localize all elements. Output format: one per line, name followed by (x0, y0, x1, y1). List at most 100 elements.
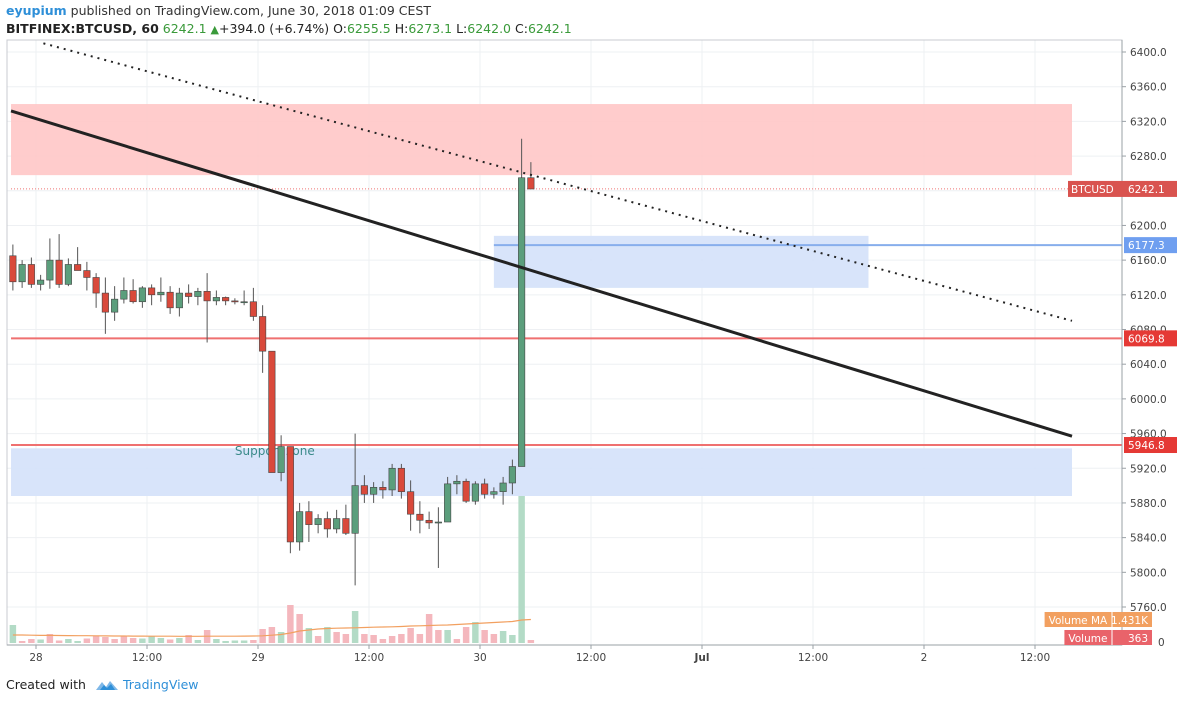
volume-bar (120, 636, 128, 643)
low-label: L: (456, 21, 468, 36)
tradingview-brand-link[interactable]: TradingView (122, 677, 199, 692)
candles (9, 138, 535, 586)
price-tags: 6242.1 BTCUSD 6177.3 6069.8 5946.8 Volume MA 1… (1044, 180, 1177, 645)
volume-bar (240, 640, 248, 643)
footer: Created with TradingView (6, 677, 199, 692)
candle-body (249, 301, 257, 317)
trendlines (10, 42, 1073, 438)
volume-bar (398, 634, 405, 643)
volume-bar (139, 638, 146, 643)
candle-body (314, 518, 322, 525)
volume-bar (231, 640, 239, 643)
candle-body (120, 290, 128, 300)
last-price-value: 6242.1 (162, 21, 207, 36)
tag-6177: 6177.3 (1128, 240, 1165, 252)
candle-body (407, 491, 415, 515)
volume-bar (176, 638, 183, 643)
tag-symbol: BTCUSD (1071, 184, 1114, 196)
x-tick-label: 2 (921, 652, 928, 664)
tag-volume-ma-label: Volume MA (1049, 615, 1108, 627)
support-zone (11, 448, 1072, 496)
y-tick-label: 6160.0 (1130, 255, 1167, 267)
volume-bar (333, 632, 340, 643)
tradingview-logo-icon[interactable] (95, 678, 119, 692)
candle-body (74, 264, 82, 271)
candle-body (259, 316, 267, 352)
candle-body (490, 491, 498, 495)
candle-body (286, 446, 294, 543)
time-axis[interactable]: 28 12:00 29 12:00 30 12:00 Jul 12:00 2 12:00 (29, 645, 1050, 664)
candle-body (194, 291, 202, 297)
candle-body (111, 298, 119, 313)
tag-volume-ma-bg (1044, 612, 1152, 627)
tag-volume-ma-value: 1.431K (1111, 615, 1149, 627)
candle-body (444, 483, 452, 523)
y-tick-label: 6400.0 (1130, 47, 1167, 59)
volume-bar (388, 636, 396, 643)
volume-bar (296, 614, 303, 643)
volume-bar (129, 638, 137, 643)
candle-body (351, 485, 359, 534)
candle-body (333, 518, 341, 530)
y-tick-label: 5920.0 (1130, 463, 1167, 475)
volume-bar (425, 614, 433, 643)
price-chart[interactable]: Support zone 6400.06360.06320.06280.0624… (0, 0, 1177, 670)
candle-body (55, 259, 63, 285)
x-tick-label: 30 (473, 652, 486, 664)
close-value: 6242.1 (527, 21, 572, 36)
candle-body (434, 521, 442, 524)
candle-body (46, 259, 54, 281)
volume-bar (444, 630, 451, 643)
x-tick-label: 12:00 (132, 652, 162, 664)
candle-body (481, 483, 489, 495)
candle-body (166, 291, 174, 309)
candle-body (18, 264, 26, 283)
candle-body (37, 279, 45, 285)
volume-ma-line (12, 618, 531, 637)
volume-bar (185, 635, 192, 643)
candle-body (240, 301, 248, 304)
candle-body (370, 487, 378, 495)
volume-bar (324, 627, 331, 643)
candle-body (9, 255, 17, 283)
volume-bar (462, 627, 470, 643)
close-label: C: (515, 21, 528, 36)
publish-info: eyupium published on TradingView.com, Ju… (6, 3, 431, 18)
y-tick-label: 6280.0 (1130, 151, 1167, 163)
candle-body (277, 446, 285, 473)
volume-bar (453, 639, 461, 643)
tag-volume-label: Volume (1068, 633, 1107, 645)
y-tick-label: 6000.0 (1130, 394, 1167, 406)
chart-frame (6, 39, 1123, 646)
volume-bar (18, 641, 26, 643)
y-tick-label: 6200.0 (1130, 220, 1167, 232)
volume-zero-label: 0 (1158, 637, 1165, 649)
candle-body (360, 485, 368, 495)
candle-body (499, 482, 507, 492)
target-zone (493, 235, 869, 288)
candle-body (527, 177, 535, 190)
candle-body (416, 513, 424, 521)
candle-body (222, 297, 230, 302)
candle-body (27, 264, 35, 285)
candle-body (231, 300, 239, 303)
y-tick-label: 5880.0 (1130, 498, 1167, 510)
candle-body (453, 480, 461, 485)
candle-body (268, 350, 276, 473)
created-with-text: Created with (6, 677, 86, 692)
y-tick-label: 5800.0 (1130, 567, 1167, 579)
candle-body (212, 297, 220, 302)
volume-bar (527, 640, 535, 643)
price-axis[interactable]: 6400.06360.06320.06280.06240.06200.06160… (1122, 47, 1167, 649)
tag-symbol-bg (1068, 180, 1124, 197)
candle-body (305, 511, 313, 525)
volume-pane (9, 496, 535, 643)
tag-6177-bg (1124, 237, 1177, 254)
candle-body (388, 467, 396, 491)
candle-body (203, 291, 211, 302)
author-name[interactable]: eyupium (6, 3, 67, 18)
up-triangle-icon: ▲ (210, 23, 219, 36)
volume-bar (46, 634, 54, 643)
candle-body (342, 518, 350, 534)
candle-body (508, 466, 516, 484)
